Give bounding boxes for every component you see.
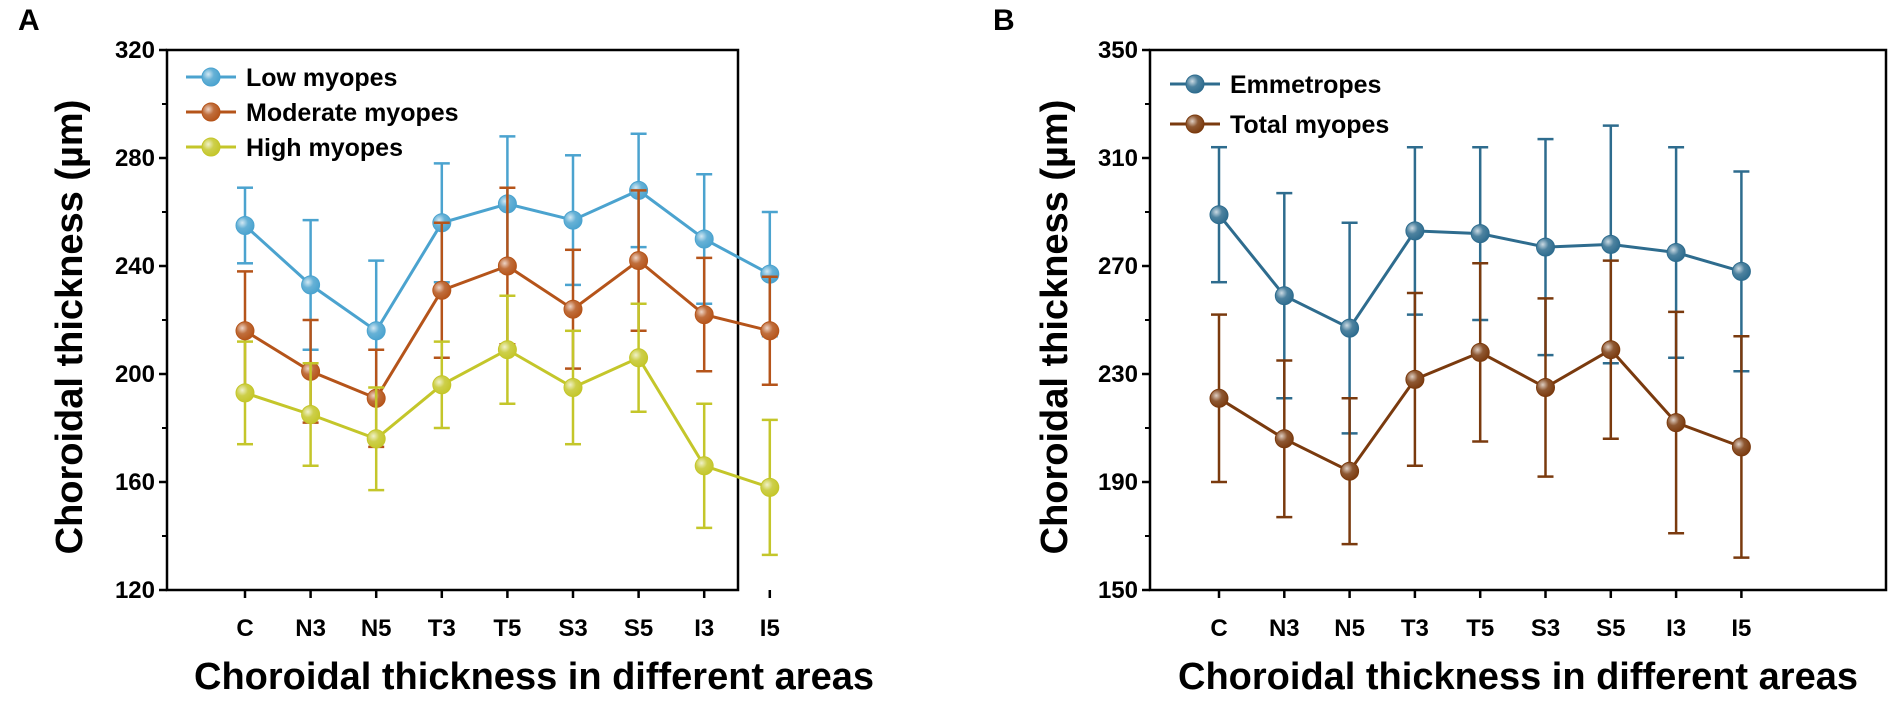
x-tick-label: I5 <box>760 615 780 642</box>
x-tick-label: N3 <box>1269 615 1300 642</box>
data-point <box>760 321 780 341</box>
data-point <box>1340 461 1360 481</box>
y-tick-label: 150 <box>1098 577 1138 604</box>
x-tick-label: N3 <box>295 615 326 642</box>
x-tick-label: N5 <box>1334 615 1365 642</box>
x-tick-label: T3 <box>428 615 456 642</box>
y-tick-label: 240 <box>115 253 155 280</box>
data-point <box>1470 342 1490 362</box>
legend-marker <box>201 137 221 157</box>
data-point <box>301 405 321 424</box>
y-axis-label-a: Choroidal thickness (µm) <box>49 100 91 555</box>
data-point <box>1666 413 1686 433</box>
y-axis-label-b: Choroidal thickness (µm) <box>1034 100 1076 555</box>
data-point <box>1274 429 1294 449</box>
legend-marker <box>1185 114 1205 134</box>
data-point <box>629 251 649 271</box>
data-point <box>497 340 517 360</box>
legend-marker <box>201 102 221 122</box>
x-tick-label: T3 <box>1401 615 1429 642</box>
x-tick-label: S3 <box>558 615 587 642</box>
y-tick-label: 280 <box>115 145 155 172</box>
legend-marker <box>201 67 221 87</box>
data-point <box>694 305 714 325</box>
data-point <box>432 375 452 395</box>
data-point <box>1209 388 1229 408</box>
y-tick-label: 350 <box>1098 37 1138 64</box>
data-point <box>694 229 714 249</box>
data-point <box>1405 221 1425 241</box>
chart-panel-a: A Choroidal thickness (µm) Choroidal thi… <box>18 4 874 698</box>
data-point <box>1601 340 1621 360</box>
x-tick-label: T5 <box>493 615 521 642</box>
series-high-myopes <box>235 294 780 557</box>
data-point <box>1340 318 1360 338</box>
legend: Low myopes Moderate myopes High myopes <box>186 64 459 162</box>
x-tick-label: I3 <box>694 615 714 642</box>
data-point <box>235 321 255 341</box>
data-point <box>1274 286 1294 306</box>
x-tick-label: N5 <box>361 615 392 642</box>
x-axis-label-b: Choroidal thickness in different areas <box>1178 656 1858 698</box>
data-point <box>629 348 649 368</box>
legend-label: Moderate myopes <box>246 99 459 127</box>
y-tick-label: 200 <box>115 361 155 388</box>
chart-panel-b: B Choroidal thickness (µm) Choroidal thi… <box>993 4 1888 698</box>
y-tick-label: 230 <box>1098 361 1138 388</box>
series-emmetropes <box>1209 124 1751 435</box>
data-point <box>563 378 583 397</box>
x-tick-label: S3 <box>1531 615 1560 642</box>
x-tick-label: I5 <box>1731 615 1751 642</box>
y-tick-label: 310 <box>1098 145 1138 172</box>
data-point <box>563 299 583 319</box>
data-point <box>1536 378 1555 397</box>
plot-frame <box>165 48 740 592</box>
data-point <box>1731 261 1751 281</box>
data-point <box>563 210 583 230</box>
y-tick-label: 120 <box>115 577 155 604</box>
data-point <box>760 477 780 497</box>
x-tick-label: C <box>1210 615 1227 642</box>
data-point <box>366 321 386 341</box>
legend-label: Emmetropes <box>1230 71 1381 99</box>
legend: Emmetropes Total myopes <box>1170 71 1389 139</box>
data-point <box>1536 237 1555 257</box>
series-total-myopes <box>1209 259 1751 559</box>
data-point <box>1666 243 1686 262</box>
legend-label: Low myopes <box>246 64 397 92</box>
x-axis-label-a: Choroidal thickness in different areas <box>194 656 874 698</box>
data-point <box>694 456 714 476</box>
x-tick-label: C <box>236 615 253 642</box>
data-point <box>235 216 255 235</box>
panel-label-b: B <box>993 4 1015 37</box>
x-tick-label: S5 <box>1596 615 1625 642</box>
legend-label: High myopes <box>246 134 403 162</box>
legend-label: Total myopes <box>1230 111 1389 139</box>
legend-marker <box>1185 74 1205 94</box>
data-point <box>366 429 386 449</box>
data-point <box>497 256 517 276</box>
x-tick-label: T5 <box>1466 615 1494 642</box>
data-point <box>1731 437 1751 457</box>
data-point <box>301 275 321 295</box>
x-tick-label: I3 <box>1666 615 1686 642</box>
data-point <box>432 280 452 300</box>
data-point <box>1209 205 1229 225</box>
y-tick-label: 320 <box>115 37 155 64</box>
data-point <box>1470 224 1490 244</box>
panel-label-a: A <box>18 4 40 37</box>
data-point <box>235 383 255 403</box>
y-tick-label: 270 <box>1098 253 1138 280</box>
x-tick-label: S5 <box>624 615 653 642</box>
data-point <box>1601 234 1621 254</box>
data-point <box>1405 369 1425 389</box>
y-tick-label: 160 <box>115 469 155 496</box>
y-tick-label: 190 <box>1098 469 1138 496</box>
